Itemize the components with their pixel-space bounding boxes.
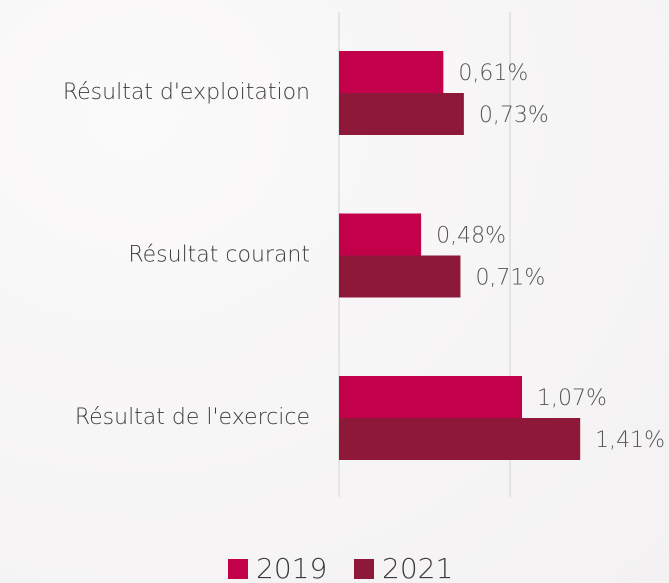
bar [339, 213, 422, 256]
category-label: Résultat d'exploitation [63, 80, 310, 105]
legend-swatch [354, 559, 374, 579]
value-label: 0,71% [475, 266, 545, 291]
category-label: Résultat courant [128, 243, 310, 268]
bar [339, 376, 523, 418]
bar [339, 255, 461, 298]
value-label: 1,07% [537, 386, 607, 411]
bar [339, 93, 464, 135]
value-label: 0,61% [458, 61, 528, 86]
legend-label: 2021 [382, 552, 453, 583]
legend-label: 2019 [256, 552, 327, 583]
legend-swatch [228, 559, 248, 579]
value-label: 0,48% [436, 224, 506, 249]
bar [339, 418, 581, 460]
value-label: 0,73% [479, 103, 549, 128]
bar [339, 51, 444, 93]
category-label: Résultat de l'exercice [75, 405, 310, 430]
value-label: 1,41% [595, 428, 665, 453]
